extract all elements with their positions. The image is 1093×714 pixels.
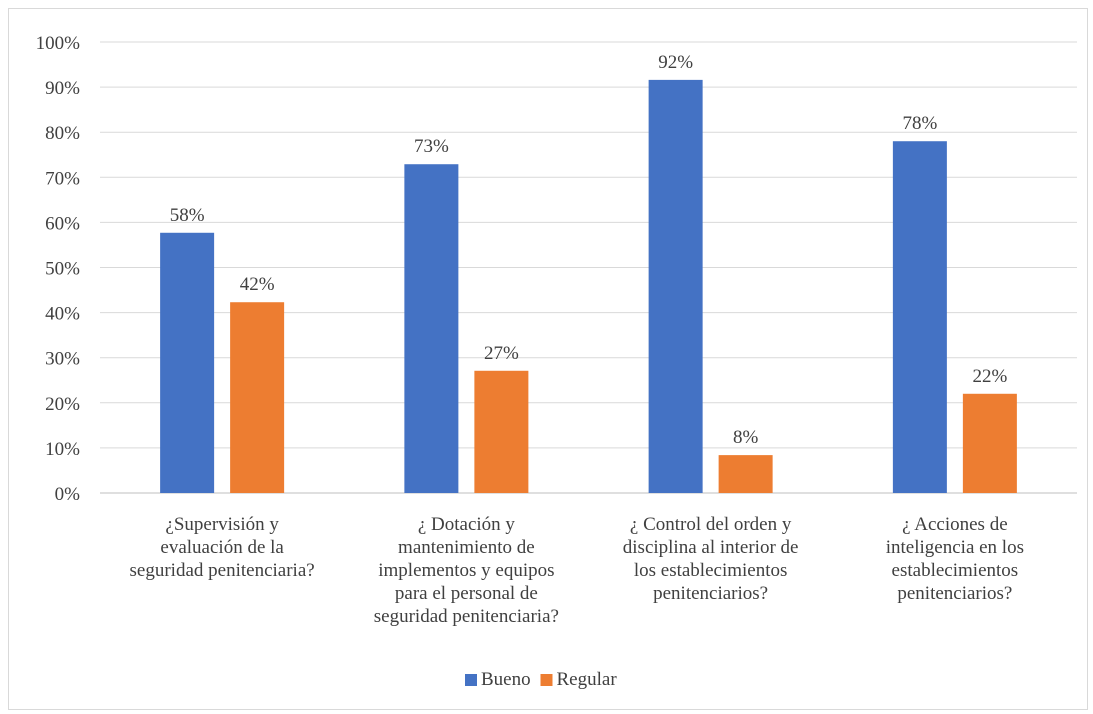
data-label: 73% <box>414 136 449 157</box>
category-label: implementos y equipos <box>378 560 554 581</box>
y-tick-label: 30% <box>45 349 80 370</box>
y-tick-label: 40% <box>45 304 80 325</box>
bar-bueno <box>648 79 703 493</box>
category-label: ¿ Dotación y <box>418 514 516 535</box>
category-label: establecimientos <box>892 560 1019 581</box>
y-tick-label: 10% <box>45 439 80 460</box>
category-label: mantenimiento de <box>398 537 535 558</box>
bar-regular <box>718 455 773 493</box>
category-label: para el personal de <box>395 583 538 604</box>
y-tick-label: 0% <box>55 484 81 505</box>
y-tick-label: 20% <box>45 394 80 415</box>
y-tick-label: 90% <box>45 78 80 99</box>
data-label: 42% <box>240 274 275 295</box>
category-label: penitenciarios? <box>653 583 768 604</box>
data-label: 58% <box>170 205 205 226</box>
y-tick-label: 100% <box>36 33 81 54</box>
data-label: 27% <box>484 343 519 364</box>
bar-regular <box>962 393 1017 493</box>
bar-regular <box>230 302 285 493</box>
legend-swatch-bueno <box>465 674 477 686</box>
category-label: los establecimientos <box>634 560 788 581</box>
data-label: 8% <box>733 427 759 448</box>
y-tick-label: 50% <box>45 259 80 280</box>
bar-bueno <box>160 232 215 493</box>
y-tick-label: 70% <box>45 168 80 189</box>
bar-bueno <box>404 164 459 493</box>
category-label: penitenciarios? <box>897 583 1012 604</box>
category-label: seguridad penitenciaria? <box>130 560 315 581</box>
legend-label-regular: Regular <box>557 669 618 690</box>
bar-regular <box>474 370 529 493</box>
y-tick-label: 60% <box>45 213 80 234</box>
category-label: ¿Supervisión y <box>165 514 279 535</box>
category-label: ¿ Acciones de <box>902 514 1008 535</box>
category-label: disciplina al interior de <box>623 537 799 558</box>
data-label: 22% <box>972 366 1007 387</box>
bar-bueno <box>892 141 947 493</box>
legend-swatch-regular <box>540 674 553 686</box>
data-label: 78% <box>902 113 937 134</box>
category-label: evaluación de la <box>160 537 284 558</box>
legend-label-bueno: Bueno <box>481 669 531 690</box>
category-label: inteligencia en los <box>886 537 1024 558</box>
category-label: seguridad penitenciaria? <box>374 606 559 627</box>
y-tick-label: 80% <box>45 123 80 144</box>
data-label: 92% <box>658 52 693 73</box>
category-label: ¿ Control del orden y <box>630 514 792 535</box>
